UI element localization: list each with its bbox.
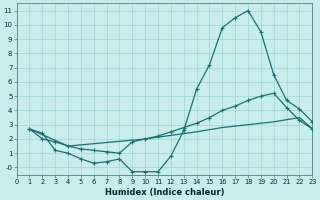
X-axis label: Humidex (Indice chaleur): Humidex (Indice chaleur) bbox=[105, 188, 224, 197]
